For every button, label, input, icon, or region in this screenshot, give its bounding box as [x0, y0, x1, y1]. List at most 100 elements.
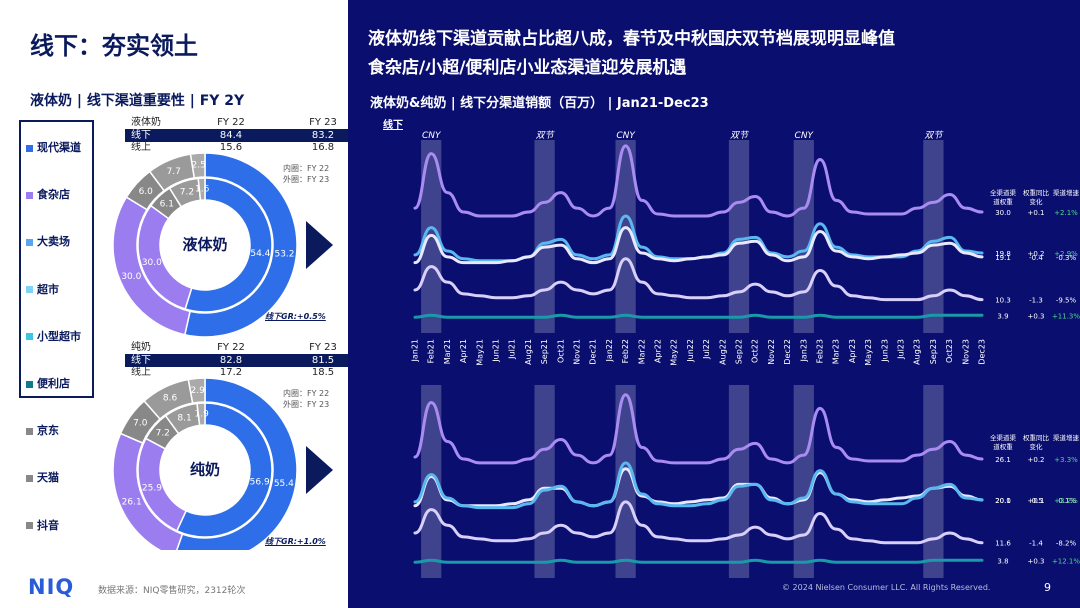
- table-cell: 线下: [125, 129, 185, 142]
- donut-value-label: 56.9: [250, 478, 270, 488]
- season-highlight-band: [534, 385, 555, 578]
- series-value-label: +3.2%: [1054, 497, 1078, 505]
- table-header-row: 液体奶 FY 22 FY 23: [125, 117, 369, 130]
- channel-legend-box: [19, 120, 94, 398]
- donut-value-label: 2.9: [191, 386, 206, 396]
- x-tick-label: Feb21: [427, 339, 436, 363]
- legend-item: 京东: [26, 422, 59, 438]
- x-tick-label: Jul23: [897, 339, 906, 360]
- series-value-label: -8.2%: [1056, 540, 1077, 548]
- x-tick-label: Jun22: [686, 339, 695, 363]
- table-cell: 18.5: [311, 367, 335, 378]
- table-header-row: 纯奶 FY 22 FY 23: [125, 342, 369, 355]
- legend-swatch: [26, 380, 33, 388]
- series-value-label: 19.8: [995, 250, 1011, 258]
- series-value-label: +0.3: [1028, 557, 1045, 565]
- table-cell: 83.2: [277, 129, 369, 142]
- donut-value-label: 7.2: [180, 188, 194, 198]
- donut-value-label: 7.0: [133, 418, 148, 428]
- donut-center: [161, 201, 249, 289]
- donut-segment: [197, 177, 206, 202]
- donut-center-label: 液体奶: [182, 236, 227, 254]
- series-value-label: 30.0: [995, 209, 1011, 217]
- donut-value-label: 2.5: [192, 161, 206, 171]
- x-tick-label: Mar23: [832, 339, 841, 364]
- offline-growth-note: 线下GR:+1.0%: [265, 537, 326, 546]
- table-header-cell: FY 23: [277, 117, 369, 130]
- donut-value-label: 8.6: [163, 394, 178, 404]
- donut-value-label: 30.0: [142, 258, 162, 268]
- table-header-label: 变化: [1030, 197, 1044, 206]
- x-tick-label: Sep22: [735, 339, 744, 364]
- x-tick-label: Sep23: [929, 339, 938, 364]
- table-cell: 17.2: [219, 367, 243, 378]
- x-tick-label: Aug22: [718, 339, 727, 365]
- ring-note: 外圈：FY 23: [283, 175, 330, 184]
- x-tick-label: Apr21: [459, 339, 468, 363]
- x-tick-label: Mar22: [637, 339, 646, 364]
- ring-note: 内圈：FY 22: [283, 164, 330, 173]
- season-highlight-band: [615, 140, 636, 333]
- x-tick-label: Mar21: [443, 339, 452, 364]
- legend-item: 小型超市: [26, 328, 81, 344]
- series-value-label: -0.4: [1029, 254, 1043, 262]
- x-tick-label: Dec21: [589, 339, 598, 365]
- legend-item: 超市: [26, 281, 59, 297]
- table-cell: 16.8: [311, 142, 335, 153]
- legend-swatch: [26, 238, 33, 246]
- right-subtitle: 液体奶&纯奶 | 线下分渠道销额（百万） | Jan21-Dec23: [370, 96, 709, 111]
- x-tick-label: Aug23: [913, 339, 922, 365]
- x-tick-label: Jul22: [702, 339, 711, 360]
- table-cell: 线上: [131, 142, 151, 153]
- season-highlight-band: [421, 385, 442, 578]
- table-header-label: 道权重: [993, 197, 1013, 206]
- table-row: 线上 15.6 16.8: [125, 142, 369, 154]
- series-value-label: +11.3%: [1052, 312, 1080, 320]
- legend-label: 便利店: [37, 377, 70, 390]
- x-tick-label: Jan22: [605, 339, 614, 363]
- donut-value-label: 1.9: [194, 410, 209, 420]
- donut-value-label: 30.0: [121, 272, 141, 282]
- series-value-label: 11.6: [995, 540, 1011, 548]
- chart-title: 线下: [383, 118, 403, 131]
- legend-item: 抖音: [26, 517, 59, 533]
- table-header-label: 权重同比: [1023, 433, 1050, 442]
- highlight-label: 双节: [536, 130, 556, 141]
- table-row: 线下 84.4 83.2: [125, 129, 369, 142]
- series-value-label: 20.0: [995, 497, 1011, 505]
- series-value-label: 20.1: [995, 497, 1011, 505]
- series-value-label: +0.3: [1028, 312, 1045, 320]
- legend-label: 京东: [37, 424, 59, 438]
- left-subtitle: 液体奶 | 线下渠道重要性 | FY 2Y: [30, 93, 245, 109]
- copyright: © 2024 Nielsen Consumer LLC. All Rights …: [782, 583, 991, 592]
- legend-item: 大卖场: [26, 233, 70, 249]
- x-tick-label: Jun23: [880, 339, 889, 363]
- legend-label: 超市: [37, 282, 59, 296]
- channel-share-table: 纯奶 FY 22 FY 23 线下 82.8 81.5 线上 17.2 18.5: [125, 342, 369, 379]
- donut-charts: 53.230.06.07.72.554.430.06.17.2 1.6液体奶55.…: [112, 152, 333, 550]
- legend-label: 食杂店: [37, 188, 70, 202]
- donut-center: [161, 426, 249, 514]
- ring-note: 内圈：FY 22: [283, 389, 330, 398]
- series-value-label: -9.5%: [1056, 297, 1077, 305]
- donut-value-label: 53.2: [274, 249, 294, 259]
- donut-value-label: 1.6: [195, 185, 210, 195]
- donut-segment: [189, 152, 206, 179]
- series-value-label: +0.1: [1028, 209, 1045, 217]
- series-value-label: -0.3%: [1056, 254, 1077, 262]
- table-header-cell: FY 22: [185, 342, 277, 355]
- donut-center-label: 纯奶: [190, 461, 220, 479]
- page-title: 线下：夯实领土: [30, 32, 198, 60]
- series-value-label: +3.3%: [1054, 456, 1078, 464]
- series-value-label: 3.9: [997, 312, 1008, 320]
- x-tick-label: Aug21: [524, 339, 533, 365]
- series-value-label: +0.2: [1028, 456, 1045, 464]
- table-cell: 81.5: [277, 354, 369, 367]
- series-value-label: -1.3: [1029, 297, 1043, 305]
- x-tick-label: Apr22: [654, 339, 663, 363]
- series-value-label: +0.1: [1028, 497, 1045, 505]
- x-tick-label: Apr23: [848, 339, 857, 363]
- donut-value-label: 7.2: [156, 429, 170, 439]
- table-header-label: 权重同比: [1023, 188, 1050, 197]
- x-tick-label: Nov21: [573, 339, 582, 365]
